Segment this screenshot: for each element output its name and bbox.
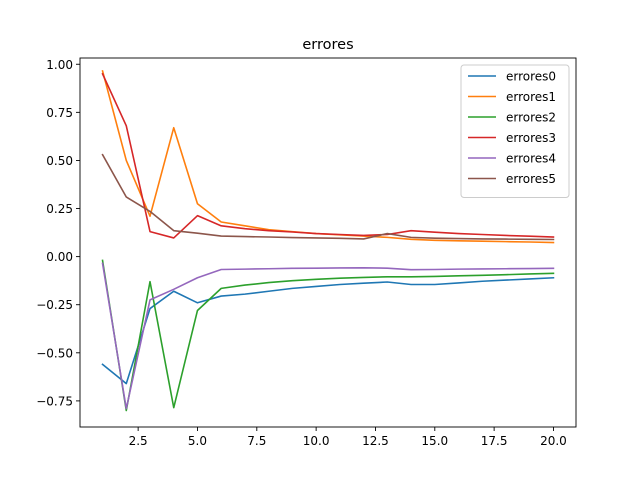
legend-label-errores3: errores3 [506, 131, 556, 145]
y-tick-label: 1.00 [46, 58, 73, 72]
y-tick-label: −0.25 [36, 298, 73, 312]
y-tick-label: 0.50 [46, 154, 73, 168]
series-line-errores5 [101, 153, 555, 241]
y-tick-label: 0.25 [46, 202, 73, 216]
y-tick-label: −0.50 [36, 346, 73, 360]
legend-label-errores2: errores2 [506, 111, 556, 125]
x-tick-label: 12.5 [362, 434, 389, 448]
series-line-errores2 [101, 259, 555, 412]
legend-label-errores4: errores4 [506, 152, 556, 166]
legend-label-errores1: errores1 [506, 90, 556, 104]
x-tick-label: 10.0 [303, 434, 330, 448]
x-tick-label: 17.5 [481, 434, 508, 448]
legend-label-errores5: errores5 [506, 172, 556, 186]
chart-title: errores [302, 37, 353, 53]
series-lines [101, 70, 555, 412]
axes: 2.5 5.0 7.5 10.0 12.5 15.0 17.5 20.0 −0.75 −0.50 −… [36, 57, 577, 448]
x-tick-label: 2.5 [129, 434, 148, 448]
y-tick-label: −0.75 [36, 394, 73, 408]
y-tick-label: 0.00 [46, 250, 73, 264]
x-tick-label: 5.0 [188, 434, 207, 448]
x-tick-label: 15.0 [421, 434, 448, 448]
series-line-errores4 [101, 262, 555, 410]
plot-frame [79, 57, 577, 428]
legend: errores0 errores1 errores2 errores3 errores4… [460, 64, 570, 198]
legend-label-errores0: errores0 [506, 70, 556, 84]
y-tick-label: 0.75 [46, 106, 73, 120]
x-tick-label: 7.5 [247, 434, 266, 448]
series-line-errores0 [101, 276, 555, 385]
series-line-errores3 [101, 72, 555, 239]
x-tick-label: 20.0 [540, 434, 567, 448]
legend-box [460, 64, 570, 198]
